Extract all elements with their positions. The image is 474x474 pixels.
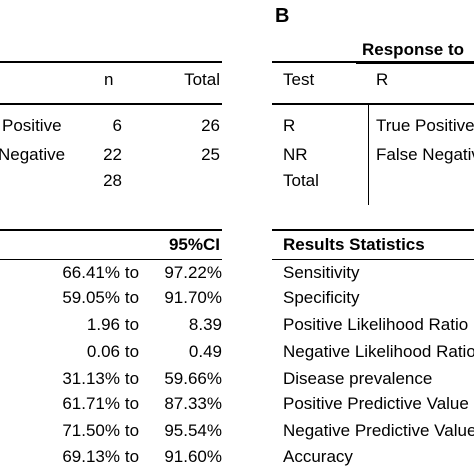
right-stats-header-rule [272, 259, 474, 260]
ci-header: 95%CI [168, 235, 220, 254]
left-table-header-rule [0, 103, 222, 105]
right-row-test: R [283, 116, 296, 135]
ci-high: 59.66% [164, 369, 222, 388]
ci-sep: to [124, 394, 140, 413]
left-table-top-rule [0, 61, 222, 63]
ci-low: 66.41% [62, 263, 120, 282]
ci-low: 69.13% [62, 447, 120, 466]
left-row-total: 25 [201, 145, 220, 164]
stat-name: Sensitivity [283, 263, 360, 282]
ci-sep: to [124, 447, 140, 466]
left-stats-header-rule [0, 259, 222, 260]
left-stats-top-rule [0, 229, 222, 231]
right-table-vertical-rule [368, 105, 369, 205]
ci-sep: to [124, 369, 140, 388]
stat-name: Negative Predictive Value [283, 421, 474, 440]
ci-low: 0.06 [86, 342, 120, 361]
right-table-header-rule [272, 103, 474, 105]
ci-low: 31.13% [62, 369, 120, 388]
stat-name: Specificity [283, 288, 360, 307]
left-row-label: Negative [0, 145, 66, 164]
ci-low: 61.71% [62, 394, 120, 413]
left-row-n: 6 [112, 116, 122, 135]
ci-high: 91.70% [164, 288, 222, 307]
stat-name: Accuracy [283, 447, 353, 466]
left-row-label: Positive [2, 116, 62, 135]
right-col-r-header: R [376, 70, 389, 89]
left-row-n: 28 [103, 171, 122, 190]
response-group-header: Response to [362, 40, 465, 59]
ci-high: 95.54% [164, 421, 222, 440]
response-group-rule [356, 62, 474, 64]
right-row-test: Total [283, 171, 319, 190]
right-stats-top-rule [272, 229, 474, 231]
left-row-n: 22 [103, 145, 122, 164]
ci-high: 91.60% [164, 447, 222, 466]
right-col-test-header: Test [283, 70, 315, 89]
stat-name: Disease prevalence [283, 369, 433, 388]
ci-sep: to [124, 288, 140, 307]
ci-low: 71.50% [62, 421, 120, 440]
panel-label: B [275, 5, 290, 27]
ci-high: 87.33% [164, 394, 222, 413]
ci-low: 1.96 [86, 315, 120, 334]
ci-sep: to [124, 421, 140, 440]
left-col-total-header: Total [184, 70, 220, 89]
left-col-n-header: n [104, 70, 114, 89]
ci-sep: to [124, 263, 140, 282]
ci-sep: to [124, 315, 140, 334]
ci-high: 8.39 [188, 315, 222, 334]
stat-name: Positive Likelihood Ratio [283, 315, 469, 334]
stat-name: Negative Likelihood Ratio [283, 342, 474, 361]
right-row-test: NR [283, 145, 308, 164]
ci-high: 97.22% [164, 263, 222, 282]
ci-low: 59.05% [62, 288, 120, 307]
ci-sep: to [124, 342, 140, 361]
ci-high: 0.49 [188, 342, 222, 361]
right-row-result: False Negative [376, 145, 474, 164]
results-statistics-header: Results Statistics [283, 235, 425, 254]
right-table-top-rule [272, 61, 474, 63]
stat-name: Positive Predictive Value [283, 394, 469, 413]
right-row-result: True Positive [376, 116, 474, 135]
left-row-total: 26 [201, 116, 220, 135]
